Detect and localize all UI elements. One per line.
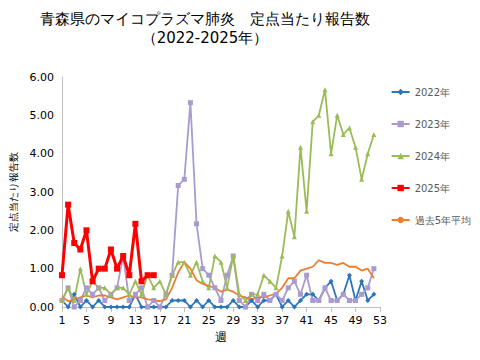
svg-text:53: 53 [373,314,387,327]
svg-text:49: 49 [349,314,363,327]
svg-text:17: 17 [153,314,167,327]
svg-text:定点当たり報告数: 定点当たり報告数 [8,152,19,232]
svg-text:1: 1 [59,314,66,327]
svg-text:週: 週 [215,330,227,344]
svg-text:2023年: 2023年 [415,119,450,130]
svg-text:青森県のマイコプラズマ肺炎 定点当たり報告数: 青森県のマイコプラズマ肺炎 定点当たり報告数 [40,10,370,28]
svg-text:37: 37 [275,314,289,327]
svg-text:過去5年平均: 過去5年平均 [415,215,471,226]
svg-text:5: 5 [83,314,90,327]
svg-text:2022年: 2022年 [415,87,450,98]
svg-text:25: 25 [202,314,216,327]
svg-text:4.00: 4.00 [30,147,55,160]
svg-text:0.00: 0.00 [30,301,55,314]
svg-text:5.00: 5.00 [30,109,55,122]
svg-text:2025年: 2025年 [415,183,450,194]
svg-text:3.00: 3.00 [30,186,55,199]
svg-text:41: 41 [300,314,314,327]
svg-text:（2022-2025年）: （2022-2025年） [142,29,269,47]
svg-text:2.00: 2.00 [30,224,55,237]
svg-text:9: 9 [107,314,114,327]
svg-text:21: 21 [177,314,191,327]
svg-text:6.00: 6.00 [30,71,55,84]
svg-text:45: 45 [324,314,338,327]
svg-text:2024年: 2024年 [415,151,450,162]
svg-text:33: 33 [251,314,265,327]
svg-text:29: 29 [226,314,240,327]
svg-text:1.00: 1.00 [30,262,55,275]
svg-text:13: 13 [128,314,142,327]
